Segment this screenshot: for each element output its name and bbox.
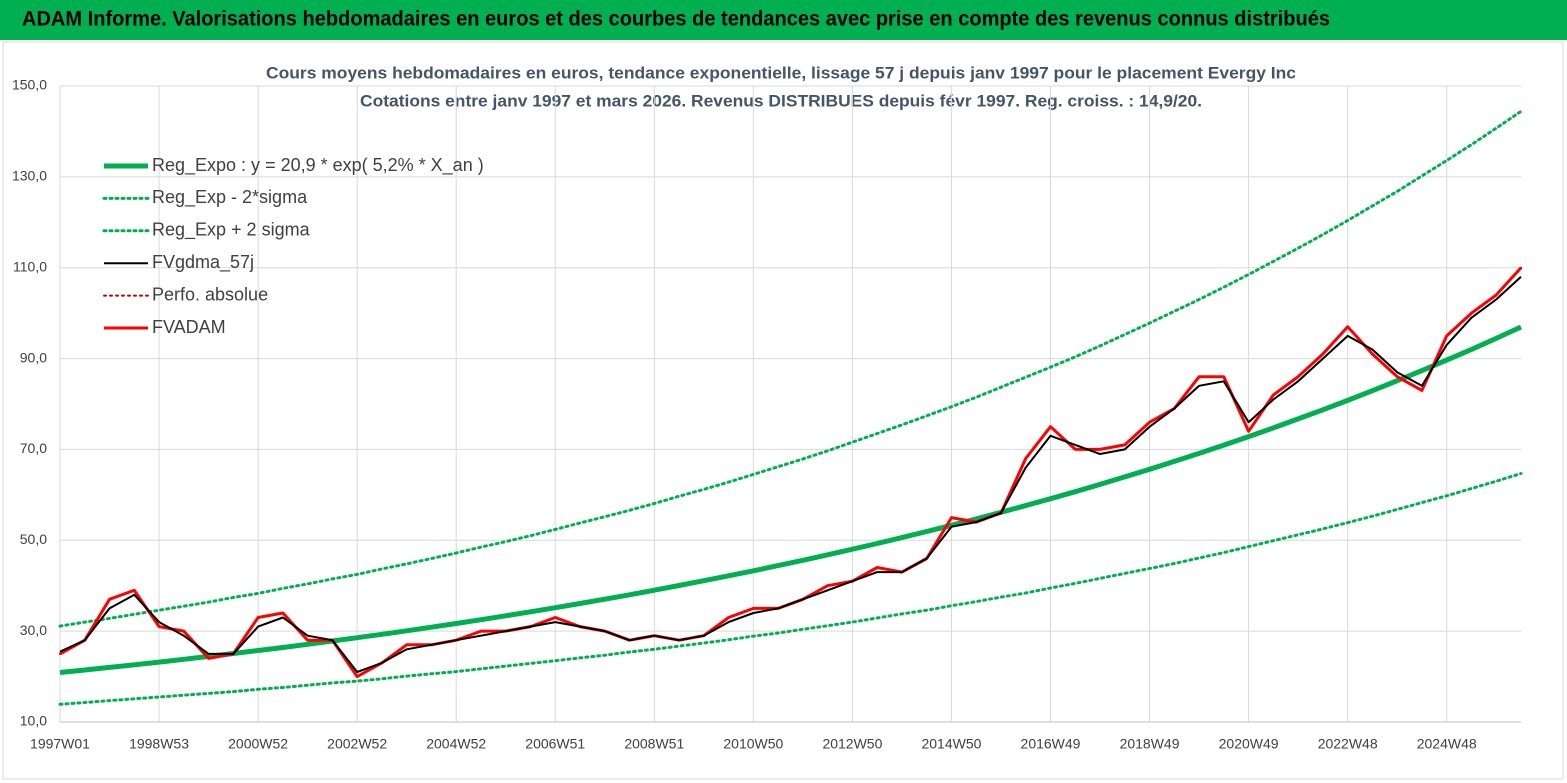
x-tick-label: 2006W51 [525,736,585,752]
x-tick-label: 2020W49 [1219,736,1279,752]
x-tick-label: 2000W52 [228,736,288,752]
legend-label: FVADAM [152,317,226,337]
chart-subtitle: Cotations entre janv 1997 et mars 2026. … [360,91,1202,110]
y-tick-label: 150,0 [12,77,47,93]
y-tick-label: 50,0 [20,531,47,547]
y-tick-label: 10,0 [20,713,47,729]
page-title: ADAM Informe. Valorisations hebdomadaire… [22,8,1330,31]
y-tick-label: 90,0 [20,349,47,365]
legend-label: FVgdma_57j [152,252,254,273]
series-line [59,324,1523,675]
legend-label: Reg_Exp - 2*sigma [152,187,308,208]
series-line [58,472,1523,706]
chart-frame [2,41,1564,780]
legend-label: Reg_Exp + 2 sigma [152,220,311,241]
series-line [58,109,1523,628]
legend-label: Perfo. absolue [152,284,268,304]
x-tick-label: 1997W01 [30,736,90,752]
y-tick-label: 70,0 [20,440,47,456]
x-tick-label: 1998W53 [129,736,189,752]
y-tick-label: 110,0 [13,258,47,274]
title-bar [0,0,1567,40]
x-tick-label: 2010W50 [723,736,783,752]
x-tick-label: 2012W50 [822,736,882,752]
y-tick-label: 130,0 [12,168,47,184]
legend-label: Reg_Expo : y = 20,9 * exp( 5,2% * X_an ) [152,155,484,176]
x-tick-label: 2004W52 [426,736,486,752]
x-tick-label: 2024W48 [1417,736,1477,752]
x-tick-label: 2016W49 [1021,736,1081,752]
y-tick-label: 30,0 [20,622,47,638]
series-line [59,276,1522,673]
x-tick-label: 2022W48 [1318,736,1378,752]
x-tick-label: 2018W49 [1120,736,1180,752]
x-tick-label: 2008W51 [624,736,684,752]
chart-title: Cours moyens hebdomadaires en euros, ten… [266,63,1296,82]
x-tick-label: 2014W50 [921,736,981,752]
x-tick-label: 2002W52 [327,736,387,752]
